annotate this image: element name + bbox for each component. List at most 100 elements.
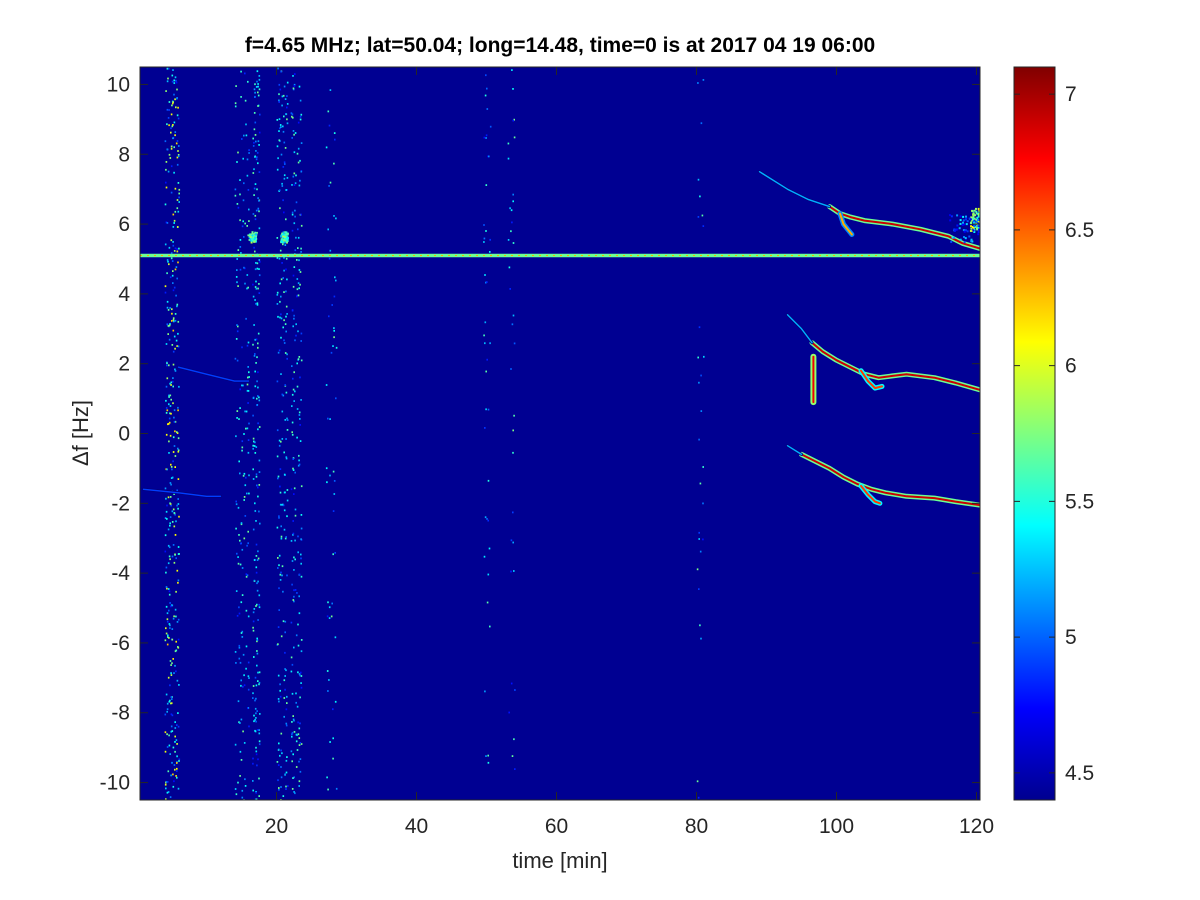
noise-speck xyxy=(255,150,257,152)
noise-speck xyxy=(244,410,246,413)
noise-speck xyxy=(168,124,170,127)
noise-speck xyxy=(300,224,303,227)
cluster-speck xyxy=(286,239,288,242)
noise-speck xyxy=(484,321,487,324)
noise-speck xyxy=(292,457,295,459)
noise-speck xyxy=(177,725,180,728)
noise-speck xyxy=(297,721,299,724)
noise-speck xyxy=(170,131,172,134)
noise-speck xyxy=(286,103,289,105)
y-tick-label: 0 xyxy=(118,423,130,446)
noise-speck xyxy=(285,113,287,115)
noise-speck xyxy=(276,761,279,763)
noise-speck xyxy=(256,80,258,83)
noise-speck xyxy=(286,313,288,315)
chart-title: f=4.65 MHz; lat=50.04; long=14.48, time=… xyxy=(245,34,875,57)
noise-speck xyxy=(171,628,174,630)
noise-speck xyxy=(292,469,295,471)
noise-speck xyxy=(252,444,254,447)
noise-speck xyxy=(170,504,172,507)
noise-speck xyxy=(294,182,297,185)
cluster-speck xyxy=(977,225,980,228)
noise-speck xyxy=(293,314,295,317)
noise-speck xyxy=(487,519,489,522)
noise-speck xyxy=(510,230,512,233)
noise-speck xyxy=(165,90,167,92)
noise-speck xyxy=(253,194,255,196)
noise-speck xyxy=(252,213,255,215)
noise-speck xyxy=(284,675,286,677)
noise-speck xyxy=(300,682,302,684)
noise-speck xyxy=(291,211,294,214)
noise-speck xyxy=(294,73,296,75)
noise-speck xyxy=(483,224,485,226)
noise-speck xyxy=(172,102,174,105)
noise-speck xyxy=(256,188,258,191)
noise-speck xyxy=(256,380,258,383)
noise-speck xyxy=(247,234,249,237)
noise-speck xyxy=(174,420,177,423)
noise-speck xyxy=(167,544,170,547)
noise-speck xyxy=(239,750,242,753)
noise-speck xyxy=(278,83,281,86)
noise-speck xyxy=(171,320,173,322)
noise-speck xyxy=(299,271,302,273)
noise-speck xyxy=(296,408,299,410)
noise-speck xyxy=(327,110,330,113)
noise-speck xyxy=(254,214,257,217)
noise-speck xyxy=(293,266,296,268)
noise-speck xyxy=(284,651,286,654)
noise-speck xyxy=(300,686,303,689)
noise-speck xyxy=(247,688,250,691)
noise-speck xyxy=(295,701,297,704)
noise-speck xyxy=(252,447,254,450)
noise-speck xyxy=(171,476,174,479)
noise-speck xyxy=(298,785,300,787)
noise-speck xyxy=(169,524,171,527)
cluster-speck xyxy=(962,215,965,218)
noise-speck xyxy=(172,436,175,439)
noise-speck xyxy=(241,346,243,349)
noise-speck xyxy=(255,543,258,546)
noise-speck xyxy=(299,99,302,102)
noise-speck xyxy=(485,370,487,373)
cluster-speck xyxy=(962,219,965,222)
noise-speck xyxy=(258,743,261,746)
noise-speck xyxy=(291,733,293,736)
noise-speck xyxy=(248,725,250,728)
noise-speck xyxy=(300,671,302,674)
noise-speck xyxy=(285,305,288,308)
noise-speck xyxy=(298,744,301,746)
noise-speck xyxy=(252,685,255,687)
noise-speck xyxy=(167,423,169,426)
noise-speck xyxy=(285,536,287,538)
noise-speck xyxy=(283,269,285,272)
noise-speck xyxy=(258,210,260,213)
noise-speck xyxy=(252,780,254,782)
cluster-speck xyxy=(284,234,287,237)
noise-speck xyxy=(168,440,170,443)
noise-speck xyxy=(283,161,286,164)
noise-speck xyxy=(166,733,168,736)
noise-speck xyxy=(247,341,250,344)
y-tick-label: -4 xyxy=(111,562,130,585)
noise-speck xyxy=(234,102,237,105)
noise-speck xyxy=(284,688,286,691)
noise-speck xyxy=(330,615,333,618)
noise-speck xyxy=(512,429,514,432)
noise-speck xyxy=(252,626,254,629)
noise-speck xyxy=(282,130,285,133)
noise-speck xyxy=(236,614,239,617)
noise-speck xyxy=(256,664,258,667)
cluster-speck xyxy=(972,216,975,219)
noise-speck xyxy=(334,138,336,141)
cluster-speck xyxy=(281,232,284,235)
noise-speck xyxy=(255,605,257,607)
noise-speck xyxy=(164,517,167,519)
noise-speck xyxy=(280,537,283,540)
noise-speck xyxy=(280,571,282,574)
noise-speck xyxy=(168,593,171,596)
noise-speck xyxy=(165,571,167,574)
noise-speck xyxy=(177,332,179,335)
noise-speck xyxy=(282,243,284,246)
